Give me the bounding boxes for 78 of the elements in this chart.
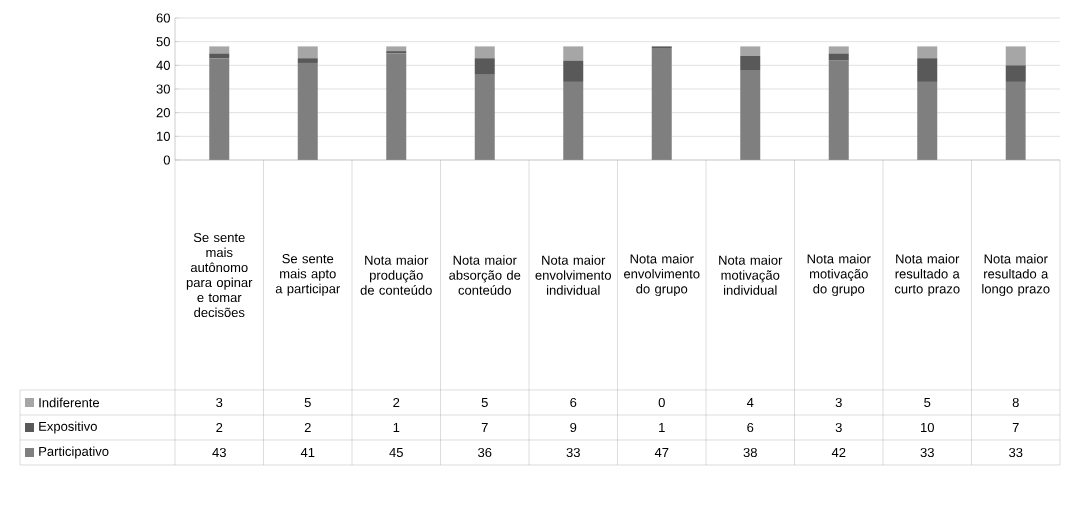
x-tick-label: Nota maior motivação individual (719, 255, 783, 295)
bar (386, 53, 407, 160)
data-label: 33 (920, 447, 934, 458)
data-label: 2 (216, 422, 223, 433)
x-tick-label: Nota maior resultado a longo prazo (982, 253, 1050, 297)
bar (740, 55, 761, 71)
x-tick-label: Nota maior absorção de conteúdo (449, 255, 521, 295)
data-label: 43 (212, 447, 226, 458)
bar (474, 74, 495, 160)
y-tick-label: 10 (157, 131, 170, 141)
y-tick-label: 40 (156, 60, 170, 70)
x-tick-label: Nota maior produção de conteúdo (360, 255, 432, 295)
bar (917, 58, 938, 82)
x-tick-label: Nota maior envolvimento individual (535, 255, 611, 295)
data-label: 7 (1012, 423, 1019, 432)
data-label: 2 (304, 422, 311, 433)
bar (209, 53, 230, 59)
data-label: 5 (481, 397, 488, 408)
data-label: 1 (393, 423, 400, 432)
bar (917, 46, 938, 59)
data-label: 5 (304, 397, 311, 408)
bar (651, 48, 672, 160)
data-label: 3 (835, 422, 842, 433)
y-tick-label: 0 (163, 155, 170, 165)
x-tick-label: Nota maior resultado a curto prazo (894, 253, 960, 297)
bar (474, 58, 495, 75)
data-label: 41 (300, 448, 315, 457)
legend-label: Participativo (39, 446, 109, 459)
data-label: 3 (835, 397, 842, 408)
bar (563, 60, 584, 82)
bar (828, 46, 849, 54)
bar (563, 81, 584, 160)
data-label: 38 (743, 447, 757, 458)
legend-label: Expositivo (39, 421, 97, 434)
bar (1005, 46, 1026, 66)
y-tick-label: 50 (156, 37, 170, 47)
data-label: 33 (566, 447, 580, 458)
bar (209, 46, 230, 54)
data-label: 6 (570, 397, 577, 408)
bar (1005, 81, 1026, 160)
data-label: 1 (659, 423, 665, 432)
bar (563, 46, 584, 61)
y-tick-label: 20 (156, 108, 170, 118)
data-label: 3 (216, 397, 223, 408)
data-label: 7 (481, 423, 488, 432)
bar (474, 46, 495, 59)
data-label: 42 (831, 447, 846, 458)
data-label: 36 (478, 447, 492, 458)
bar (297, 46, 318, 59)
x-tick-label: Se sente mais apto a participar (275, 254, 341, 296)
bar (740, 46, 761, 56)
bar (828, 60, 849, 160)
data-label: 0 (658, 397, 665, 408)
bar (209, 58, 230, 160)
data-label: 33 (1009, 447, 1023, 458)
y-tick-label: 30 (156, 84, 170, 94)
y-tick-label: 60 (156, 13, 170, 23)
data-label: 2 (393, 397, 400, 408)
data-label: 45 (389, 447, 403, 458)
bar (740, 70, 761, 160)
x-tick-label: Nota maior envolvimento do grupo (624, 253, 700, 297)
bar (297, 62, 318, 160)
x-tick-label: Se sente mais autônomo para opinar e tomar decisões (186, 232, 253, 318)
bar (651, 46, 672, 49)
data-label: 4 (746, 398, 754, 407)
data-label: 6 (747, 422, 754, 433)
data-label: 8 (1012, 397, 1019, 408)
bar (297, 58, 318, 63)
bar (917, 81, 938, 160)
data-label: 10 (921, 422, 934, 433)
data-label: 9 (570, 422, 577, 433)
data-label: 5 (924, 397, 931, 408)
data-label: 47 (654, 448, 669, 457)
bar (386, 46, 407, 52)
bar (828, 53, 849, 61)
legend-label: Indiferente (39, 397, 100, 408)
bar (1005, 65, 1026, 82)
x-tick-label: Nota maior motivação do grupo (807, 253, 871, 297)
